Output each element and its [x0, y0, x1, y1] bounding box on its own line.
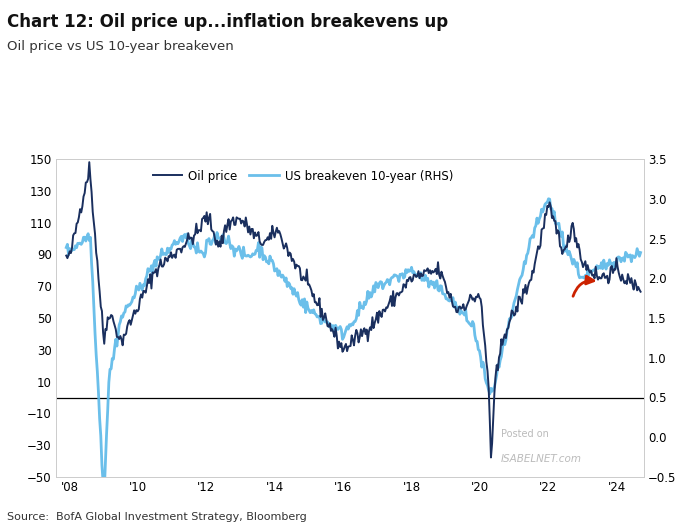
Oil price	[340, 347, 348, 353]
US breakeven 10-year (RHS)	[374, 285, 382, 291]
US breakeven 10-year (RHS)	[340, 334, 348, 340]
Text: Source:  BofA Global Investment Strategy, Bloomberg: Source: BofA Global Investment Strategy,…	[7, 512, 307, 522]
Legend: Oil price, US breakeven 10-year (RHS): Oil price, US breakeven 10-year (RHS)	[148, 165, 458, 187]
Oil price	[486, 454, 495, 461]
Text: Oil price vs US 10-year breakeven: Oil price vs US 10-year breakeven	[7, 40, 234, 53]
Text: Posted on: Posted on	[501, 429, 549, 439]
US breakeven 10-year (RHS)	[625, 253, 634, 259]
Text: Chart 12: Oil price up...inflation breakevens up: Chart 12: Oil price up...inflation break…	[7, 13, 448, 31]
US breakeven 10-year (RHS)	[534, 220, 542, 226]
Oil price	[374, 320, 382, 326]
US breakeven 10-year (RHS)	[100, 489, 108, 495]
US breakeven 10-year (RHS)	[545, 196, 553, 202]
Oil price	[535, 245, 543, 252]
Oil price	[336, 344, 344, 350]
Oil price	[62, 252, 71, 259]
Text: ISABELNET.com: ISABELNET.com	[501, 454, 582, 464]
Line: US breakeven 10-year (RHS): US breakeven 10-year (RHS)	[66, 199, 640, 492]
Line: Oil price: Oil price	[66, 162, 640, 457]
US breakeven 10-year (RHS)	[336, 323, 344, 330]
Oil price	[85, 159, 94, 165]
Oil price	[625, 275, 634, 281]
US breakeven 10-year (RHS)	[405, 268, 414, 275]
US breakeven 10-year (RHS)	[636, 250, 645, 256]
Oil price	[405, 275, 414, 281]
US breakeven 10-year (RHS)	[62, 244, 71, 251]
Oil price	[636, 288, 645, 295]
